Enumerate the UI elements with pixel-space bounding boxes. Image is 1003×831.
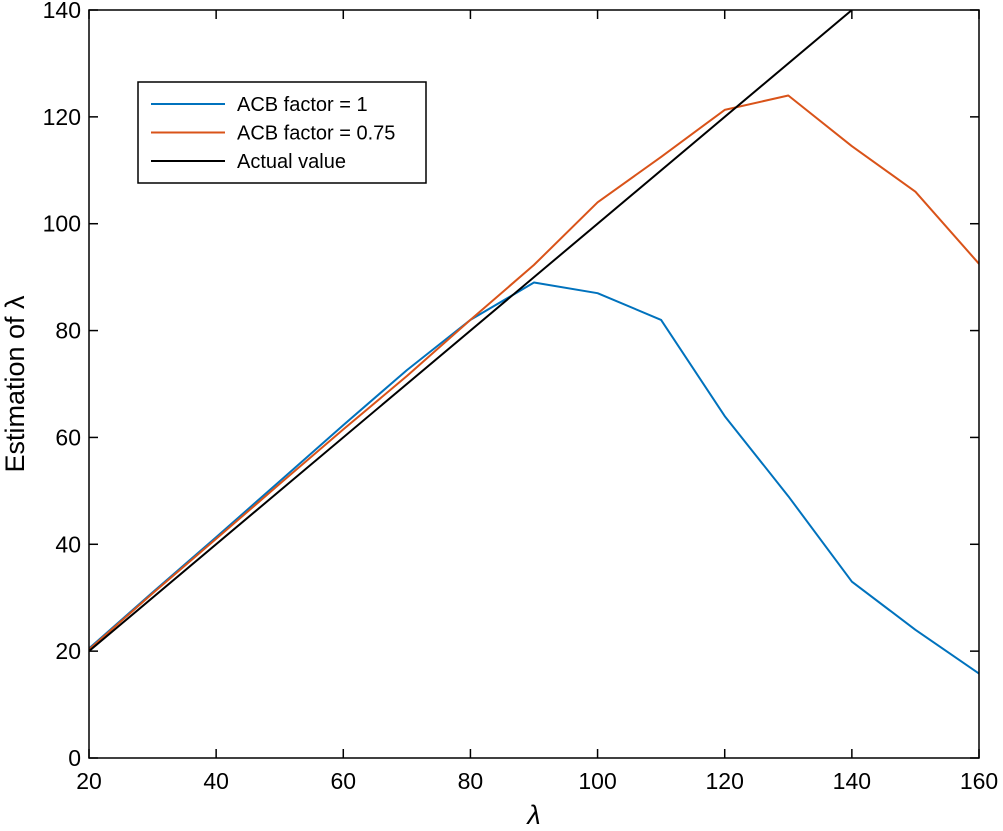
- legend-entry-label: Actual value: [237, 151, 346, 173]
- series-line-2: [89, 94, 979, 651]
- x-tick-label: 160: [960, 768, 998, 794]
- y-tick-label: 80: [55, 318, 81, 344]
- y-tick-label: 140: [43, 0, 81, 23]
- x-tick-label: 60: [330, 768, 356, 794]
- x-tick-label: 100: [578, 768, 616, 794]
- y-tick-label: 20: [55, 638, 81, 664]
- y-tick-label: 60: [55, 424, 81, 450]
- legend-entry-label: ACB factor = 0.75: [237, 123, 395, 145]
- x-tick-label: 80: [458, 768, 484, 794]
- series-line-1: [89, 281, 979, 675]
- series-layer: [89, 10, 979, 675]
- x-tick-label: 140: [833, 768, 871, 794]
- x-axis-label: λ: [525, 800, 540, 830]
- x-tick-label: 20: [76, 768, 102, 794]
- legend: ACB factor = 1 ACB factor = 0.75 Actual va…: [137, 81, 427, 184]
- series-line-3: [89, 10, 853, 652]
- plot-area-frame: [88, 9, 980, 759]
- y-tick-label: 100: [43, 211, 81, 237]
- y-tick-label: 40: [55, 531, 81, 557]
- y-tick-label: 120: [43, 104, 81, 130]
- x-tick-label: 40: [203, 768, 229, 794]
- y-axis-label: Estimation of λ: [0, 295, 30, 473]
- legend-entry-label: ACB factor = 1: [237, 94, 368, 116]
- x-tick-label: 120: [706, 768, 744, 794]
- y-tick-label: 0: [68, 745, 81, 771]
